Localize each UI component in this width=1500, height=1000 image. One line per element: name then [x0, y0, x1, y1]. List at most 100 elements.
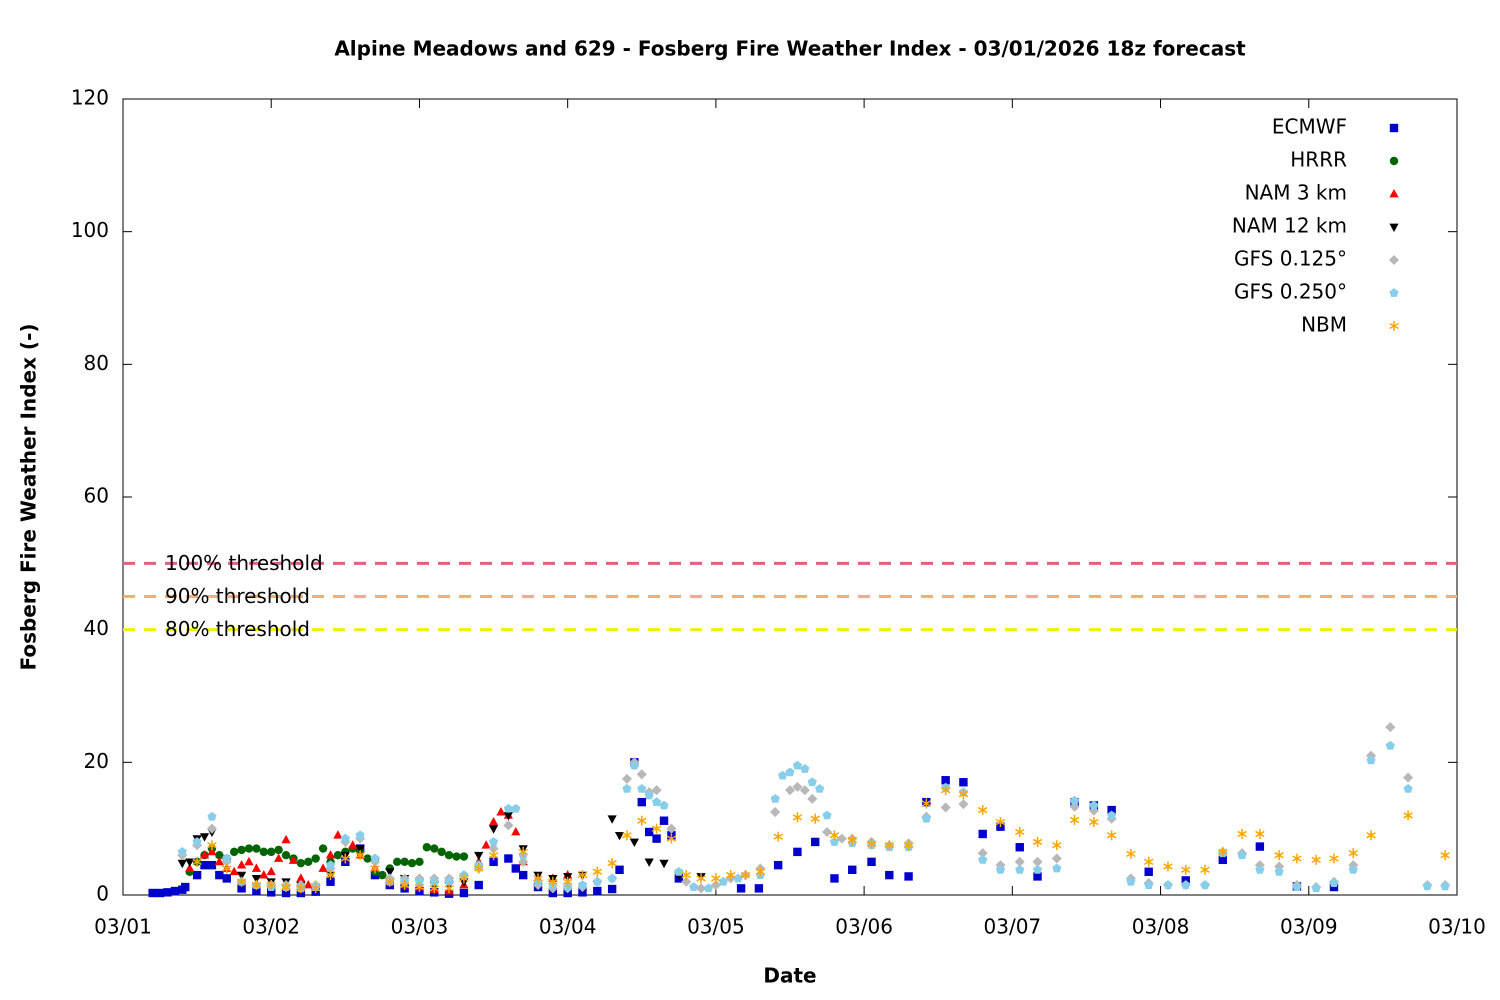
- legend-label: NBM: [1301, 313, 1347, 337]
- data-point: [1403, 810, 1413, 821]
- data-point: [1422, 881, 1432, 891]
- data-point: [666, 823, 677, 834]
- data-point: [651, 823, 662, 834]
- data-point: [629, 838, 639, 847]
- x-tick-label: 03/03: [391, 915, 449, 939]
- data-point: [1329, 878, 1339, 887]
- data-point: [244, 856, 254, 866]
- data-point: [1033, 872, 1042, 881]
- x-tick-label: 03/02: [242, 915, 300, 939]
- data-point: [607, 873, 617, 883]
- data-point: [1052, 863, 1062, 873]
- data-point: [958, 799, 969, 810]
- data-point: [281, 834, 291, 844]
- data-point: [921, 813, 931, 823]
- data-point: [1237, 828, 1247, 840]
- data-point: [810, 813, 820, 824]
- data-point: [251, 863, 262, 872]
- data-point: [1089, 800, 1099, 810]
- data-point: [958, 789, 969, 800]
- data-point: [1403, 784, 1413, 793]
- data-point: [296, 858, 306, 868]
- data-point: [244, 844, 254, 853]
- data-point: [847, 834, 857, 845]
- data-point: [1032, 856, 1043, 867]
- data-point: [385, 868, 395, 877]
- data-point: [1200, 880, 1210, 889]
- data-point: [1311, 854, 1321, 865]
- data-point: [1089, 816, 1099, 828]
- data-point: [651, 785, 662, 796]
- data-point: [473, 863, 484, 874]
- data-point: [593, 886, 602, 896]
- data-point: [1255, 842, 1265, 851]
- x-tick-label: 03/10: [1428, 915, 1486, 939]
- data-point: [533, 873, 543, 884]
- data-point: [518, 856, 529, 867]
- data-point: [659, 859, 669, 869]
- data-point: [681, 870, 691, 881]
- data-point: [281, 882, 291, 893]
- data-point: [785, 767, 795, 777]
- data-point: [185, 863, 195, 872]
- data-point: [251, 875, 262, 884]
- data-point: [1126, 876, 1136, 886]
- data-point: [921, 798, 932, 809]
- data-point: [773, 831, 783, 842]
- data-point: [200, 860, 209, 870]
- data-point: [199, 833, 210, 842]
- data-point: [488, 837, 499, 846]
- data-point: [1144, 880, 1154, 889]
- data-point: [407, 858, 417, 868]
- data-point: [488, 850, 499, 861]
- data-point: [281, 851, 291, 860]
- data-point: [666, 833, 677, 844]
- data-point: [1440, 850, 1450, 861]
- data-point: [170, 886, 180, 896]
- data-point: [1163, 880, 1173, 889]
- data-point: [488, 825, 499, 834]
- data-point: [355, 845, 365, 854]
- data-point: [429, 883, 440, 894]
- x-tick-label: 03/05: [687, 915, 745, 939]
- data-point: [222, 863, 232, 874]
- data-point: [503, 812, 513, 821]
- data-point: [252, 844, 261, 853]
- data-point: [348, 840, 358, 849]
- data-point: [674, 866, 684, 876]
- data-point: [1348, 864, 1358, 874]
- data-point: [659, 816, 669, 825]
- data-point: [577, 870, 588, 881]
- data-point: [1143, 856, 1154, 867]
- data-point: [481, 840, 491, 849]
- data-point: [504, 854, 513, 863]
- data-point: [1366, 755, 1376, 765]
- data-point: [629, 760, 639, 770]
- data-point: [941, 776, 950, 785]
- data-point: [503, 820, 514, 831]
- data-point: [614, 831, 625, 841]
- data-point: [1200, 864, 1210, 875]
- data-point: [206, 823, 217, 834]
- data-point: [474, 851, 484, 861]
- data-point: [459, 888, 469, 898]
- data-point: [325, 860, 336, 870]
- data-point: [393, 857, 402, 867]
- data-point: [163, 888, 172, 897]
- data-point: [652, 797, 662, 807]
- data-point: [637, 815, 647, 826]
- data-point: [192, 856, 202, 867]
- data-point: [385, 876, 395, 887]
- data-point: [903, 840, 914, 851]
- y-tick-label: 60: [84, 484, 109, 508]
- data-point: [296, 883, 306, 894]
- data-point: [1181, 864, 1191, 875]
- data-point: [1163, 861, 1173, 872]
- data-point: [185, 858, 195, 867]
- data-point: [414, 876, 425, 886]
- legend-marker: [1389, 288, 1399, 297]
- data-point: [792, 760, 803, 770]
- data-point: [1015, 864, 1025, 874]
- data-point: [703, 883, 714, 893]
